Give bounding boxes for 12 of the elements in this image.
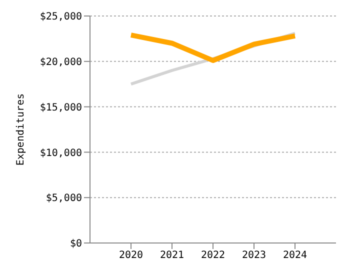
y-axis-title: Expenditures [16, 93, 27, 166]
y-tick-label: $5,000 [46, 193, 82, 204]
y-tick-label: $25,000 [40, 12, 82, 23]
x-tick-label: 2022 [200, 250, 226, 262]
x-tick-label: 2024 [282, 250, 308, 262]
y-tick-label: $10,000 [40, 148, 82, 159]
y-tick-label: $20,000 [40, 56, 82, 68]
x-tick-label: 2023 [242, 250, 266, 262]
y-tick-label: $0 [70, 238, 82, 250]
x-tick-label: 2021 [160, 250, 184, 262]
x-tick-label: 2020 [118, 250, 144, 262]
y-tick-label: $15,000 [40, 102, 82, 114]
